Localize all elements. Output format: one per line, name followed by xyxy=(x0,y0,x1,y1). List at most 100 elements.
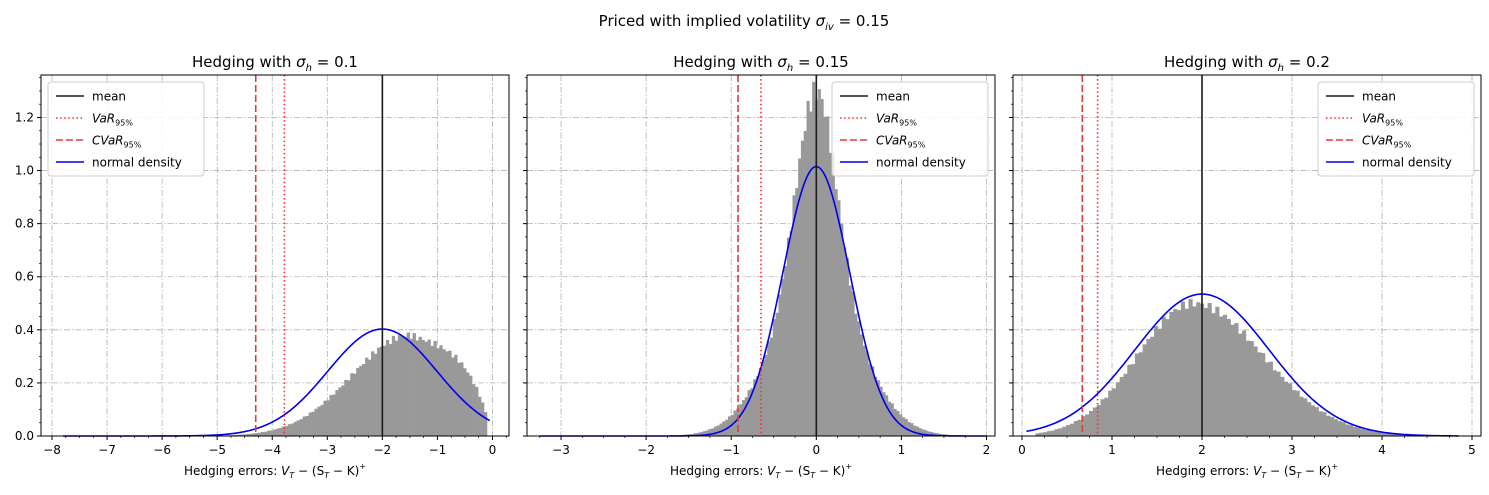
histogram-bar xyxy=(848,285,852,436)
histogram-bar xyxy=(275,428,280,436)
histogram-bar xyxy=(481,402,485,436)
legend-label-cvar: CVaR95% xyxy=(876,134,926,150)
histogram-bar xyxy=(1387,433,1392,436)
histogram-bar xyxy=(1257,352,1262,436)
histogram-bar xyxy=(1112,388,1117,436)
x-tick-label: 5 xyxy=(1468,443,1476,457)
histogram-bar xyxy=(879,386,883,436)
histogram-bar xyxy=(932,432,936,436)
histogram-bar xyxy=(1360,428,1365,436)
histogram-bar xyxy=(871,366,875,436)
histogram-bar xyxy=(887,401,892,436)
histogram-bar xyxy=(1104,397,1109,436)
x-tick-label: −3 xyxy=(552,443,570,457)
x-tick-label: −8 xyxy=(43,443,61,457)
legend-label-mean: mean xyxy=(1362,90,1396,104)
y-tick-label: 0.8 xyxy=(15,217,34,231)
x-axis: −3 −2 −1 0 1 2 xyxy=(539,436,990,457)
histogram-bar xyxy=(1092,407,1097,436)
histogram-bar xyxy=(359,365,363,436)
histogram-bar xyxy=(1177,310,1182,436)
histogram-bar xyxy=(1050,430,1055,436)
histogram-bar xyxy=(311,411,315,436)
histogram-bar xyxy=(747,390,751,436)
histogram-bar xyxy=(320,404,324,436)
histogram-bar xyxy=(371,351,375,436)
histogram-bar xyxy=(376,347,381,436)
histogram-bar xyxy=(1284,381,1289,436)
histogram-bar xyxy=(1043,432,1048,436)
histogram-bar xyxy=(1368,430,1373,436)
histogram-bar xyxy=(795,187,799,436)
legend: mean VaR95% CVaR95% normal density xyxy=(831,81,989,177)
histogram-bar xyxy=(1341,422,1346,436)
histogram-bar xyxy=(716,425,720,436)
histogram-bar xyxy=(1265,362,1270,436)
histogram-bar xyxy=(817,89,821,436)
y-axis xyxy=(523,77,527,437)
histogram-bar xyxy=(831,152,835,436)
x-tick-label: −5 xyxy=(208,443,226,457)
histogram-bar xyxy=(1234,323,1239,436)
histogram-bar xyxy=(478,396,482,436)
histogram-bar xyxy=(427,339,431,436)
histogram-bar xyxy=(1127,364,1132,436)
histogram-bar xyxy=(1180,301,1185,436)
x-tick-label: −4 xyxy=(263,443,281,457)
histogram-bar xyxy=(1226,318,1231,436)
histogram-bar xyxy=(442,349,446,436)
x-tick-label: −6 xyxy=(153,443,171,457)
histogram-bar xyxy=(1352,426,1358,436)
histogram-bar xyxy=(353,373,357,436)
histogram-bar xyxy=(862,345,866,436)
legend-label-var: VaR95% xyxy=(1362,112,1403,128)
histogram-bar xyxy=(344,379,348,436)
axes-frame xyxy=(526,74,996,437)
histogram-bar xyxy=(332,394,336,436)
histogram-bar xyxy=(938,433,942,436)
histogram-bar xyxy=(1054,429,1059,436)
legend: mean VaR95% CVaR95% normal density xyxy=(1317,81,1475,177)
histogram-bar xyxy=(921,429,925,436)
histogram-bar xyxy=(702,431,706,436)
histogram-bar xyxy=(1395,434,1400,436)
histogram-bar xyxy=(1356,427,1361,436)
histogram-bar xyxy=(1245,340,1250,436)
legend-label-var: VaR95% xyxy=(876,112,917,128)
histogram-bar xyxy=(347,380,351,436)
legend-label-cvar: CVaR95% xyxy=(1362,134,1412,150)
histogram-bar xyxy=(736,408,740,436)
histogram-bar xyxy=(1280,376,1285,436)
histogram-bar xyxy=(806,100,810,437)
histogram-bar xyxy=(1364,429,1369,436)
histogram-bar xyxy=(1276,371,1281,436)
histogram-bar xyxy=(397,335,402,436)
x-tick-label: 0 xyxy=(812,443,820,457)
histogram-bar xyxy=(778,294,782,436)
histogram-bar xyxy=(1058,428,1063,436)
histogram-bar xyxy=(263,431,268,436)
histogram-bar xyxy=(1150,336,1155,436)
histogram-bar xyxy=(436,348,440,436)
histogram-bar xyxy=(1268,361,1273,436)
x-tick-label: −1 xyxy=(429,443,447,457)
histogram-bar xyxy=(719,423,723,436)
histogram-bar xyxy=(904,419,908,436)
histogram-bar xyxy=(916,426,920,436)
histogram-bar xyxy=(1173,309,1178,436)
histogram-bar xyxy=(1303,398,1308,436)
histogram-bar xyxy=(828,152,833,436)
histogram-bar xyxy=(287,424,292,436)
histogram-bar xyxy=(1073,420,1078,436)
histogram-bar xyxy=(1333,419,1338,436)
histogram-bar xyxy=(859,334,863,436)
histogram-bar xyxy=(246,433,250,436)
histogram-bar xyxy=(1062,426,1067,436)
histogram-bar xyxy=(1138,352,1143,436)
y-tick-label: 1.2 xyxy=(15,110,34,124)
histogram-bar xyxy=(1077,419,1082,436)
histogram-bar xyxy=(415,340,419,436)
histogram-bar xyxy=(1035,433,1040,436)
histogram-bar xyxy=(1322,412,1327,436)
x-axis-label: Hedging errors: VT − (ST − K)+ xyxy=(670,462,852,480)
